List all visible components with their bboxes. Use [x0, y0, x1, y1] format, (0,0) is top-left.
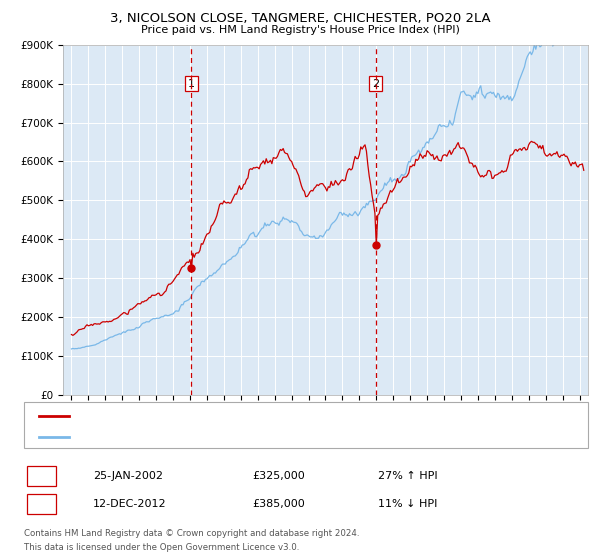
Text: £385,000: £385,000	[252, 499, 305, 509]
Text: 12-DEC-2012: 12-DEC-2012	[93, 499, 167, 509]
Text: 1: 1	[188, 79, 195, 88]
Text: 3, NICOLSON CLOSE, TANGMERE, CHICHESTER, PO20 2LA: 3, NICOLSON CLOSE, TANGMERE, CHICHESTER,…	[110, 12, 490, 25]
Text: 2: 2	[372, 79, 379, 88]
Text: This data is licensed under the Open Government Licence v3.0.: This data is licensed under the Open Gov…	[24, 543, 299, 552]
Text: Contains HM Land Registry data © Crown copyright and database right 2024.: Contains HM Land Registry data © Crown c…	[24, 529, 359, 538]
Text: £325,000: £325,000	[252, 471, 305, 481]
Text: HPI: Average price, detached house, Chichester: HPI: Average price, detached house, Chic…	[75, 432, 313, 441]
Text: Price paid vs. HM Land Registry's House Price Index (HPI): Price paid vs. HM Land Registry's House …	[140, 25, 460, 35]
Text: 3, NICOLSON CLOSE, TANGMERE, CHICHESTER, PO20 2LA (detached house): 3, NICOLSON CLOSE, TANGMERE, CHICHESTER,…	[75, 411, 452, 421]
Text: 1: 1	[38, 469, 45, 483]
Text: 11% ↓ HPI: 11% ↓ HPI	[378, 499, 437, 509]
Text: 25-JAN-2002: 25-JAN-2002	[93, 471, 163, 481]
Text: 27% ↑ HPI: 27% ↑ HPI	[378, 471, 437, 481]
Text: 2: 2	[38, 497, 45, 511]
